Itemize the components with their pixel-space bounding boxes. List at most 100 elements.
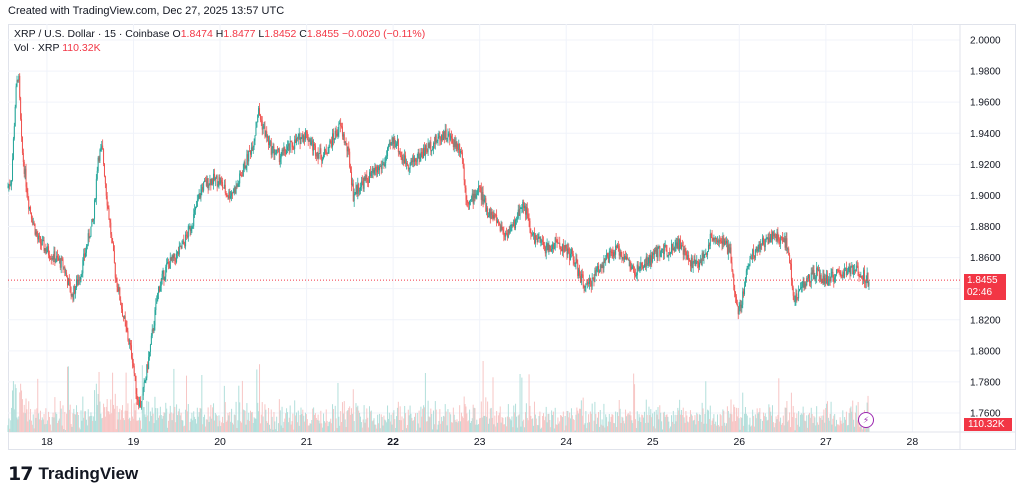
candle-body: [29, 206, 31, 210]
volume-bar: [82, 396, 84, 432]
lightning-icon[interactable]: ⚡: [858, 412, 874, 428]
volume-bar: [25, 398, 27, 432]
volume-bar: [631, 420, 633, 432]
volume-bar: [701, 402, 703, 432]
candle-body: [692, 261, 694, 268]
candle-body: [320, 148, 322, 159]
volume-bar: [660, 412, 662, 432]
candle-body: [279, 158, 281, 163]
volume-bar: [272, 429, 274, 432]
volume-bar: [54, 397, 56, 432]
volume-bar: [412, 420, 414, 432]
volume-bar: [332, 409, 334, 432]
volume-bar: [278, 399, 280, 432]
volume-bar: [498, 412, 500, 432]
candle-body: [657, 247, 659, 258]
volume-bar: [633, 373, 635, 432]
candle-body: [148, 356, 150, 369]
candle-body: [386, 156, 388, 157]
candle-body: [742, 291, 744, 305]
volume-bar: [286, 408, 288, 432]
volume-bar: [854, 412, 856, 432]
candle-body: [167, 262, 169, 263]
candle-body: [129, 343, 131, 345]
candle-body: [334, 130, 336, 140]
volume-bar: [76, 405, 78, 432]
volume-bar: [174, 406, 176, 432]
candle-body: [216, 175, 218, 186]
volume-bar: [485, 397, 487, 432]
volume-bar: [131, 399, 133, 432]
candle-body: [402, 159, 404, 161]
candle-body: [558, 242, 560, 244]
volume-bar: [611, 414, 613, 432]
candle-body: [13, 126, 15, 139]
candle-body: [615, 245, 617, 255]
volume-bar: [91, 415, 93, 432]
candle-body: [822, 275, 824, 284]
volume-bar: [763, 416, 765, 432]
candle-body: [314, 144, 316, 146]
candle-body: [525, 207, 527, 215]
candle-body: [260, 119, 262, 121]
candle-body: [201, 187, 203, 190]
volume-bar: [191, 412, 193, 432]
candle-body: [575, 258, 577, 264]
candle-body: [282, 150, 284, 151]
volume-bar: [239, 402, 241, 432]
volume-bar: [454, 419, 456, 432]
candle-body: [719, 240, 721, 241]
volume-bar: [49, 424, 51, 432]
volume-bar: [806, 415, 808, 432]
candle-body: [794, 300, 796, 302]
volume-bar: [762, 420, 764, 432]
candle-body: [690, 257, 692, 267]
volume-bar: [273, 411, 275, 432]
volume-bar: [704, 414, 706, 432]
volume-bar: [314, 414, 316, 432]
candle-body: [223, 184, 225, 189]
volume-bar: [598, 426, 600, 432]
volume-bar: [617, 415, 619, 432]
candle-body: [765, 238, 767, 241]
volume-bar: [244, 410, 246, 432]
volume-bar: [565, 425, 567, 432]
candle-body: [717, 240, 719, 243]
candle-body: [414, 158, 416, 162]
y-tick-label: 1.8200: [970, 315, 1001, 326]
candle-body: [113, 250, 115, 263]
volume-bar: [819, 418, 821, 432]
volume-bar: [643, 417, 645, 432]
candle-body: [434, 135, 436, 144]
candle-body: [284, 147, 286, 154]
volume-bar: [145, 417, 147, 432]
candle-body: [10, 184, 12, 186]
candle-body: [314, 145, 316, 156]
volume-bar: [571, 415, 573, 432]
volume-bar: [474, 408, 476, 432]
volume-bar: [235, 401, 237, 432]
candle-body: [643, 264, 645, 268]
candle-body: [362, 182, 364, 189]
volume-bar: [31, 424, 33, 432]
volume-bar: [12, 381, 14, 432]
volume-bar: [133, 403, 135, 432]
candle-body: [350, 167, 352, 172]
volume-bar: [318, 420, 320, 432]
tradingview-logo[interactable]: 17 TradingView: [8, 463, 138, 485]
volume-bar: [783, 425, 785, 432]
candle-body: [653, 250, 655, 255]
candle-body: [56, 255, 58, 261]
candle-body: [618, 245, 620, 256]
volume-bar: [652, 413, 654, 432]
candle-body: [186, 234, 187, 236]
volume-bar: [621, 416, 623, 432]
candle-body: [569, 252, 571, 260]
volume-bar: [385, 420, 387, 432]
candle-body: [835, 274, 837, 278]
chart-frame[interactable]: [8, 24, 1016, 450]
candle-body: [545, 247, 547, 254]
candle-body: [147, 364, 149, 369]
volume-bar: [285, 413, 287, 432]
